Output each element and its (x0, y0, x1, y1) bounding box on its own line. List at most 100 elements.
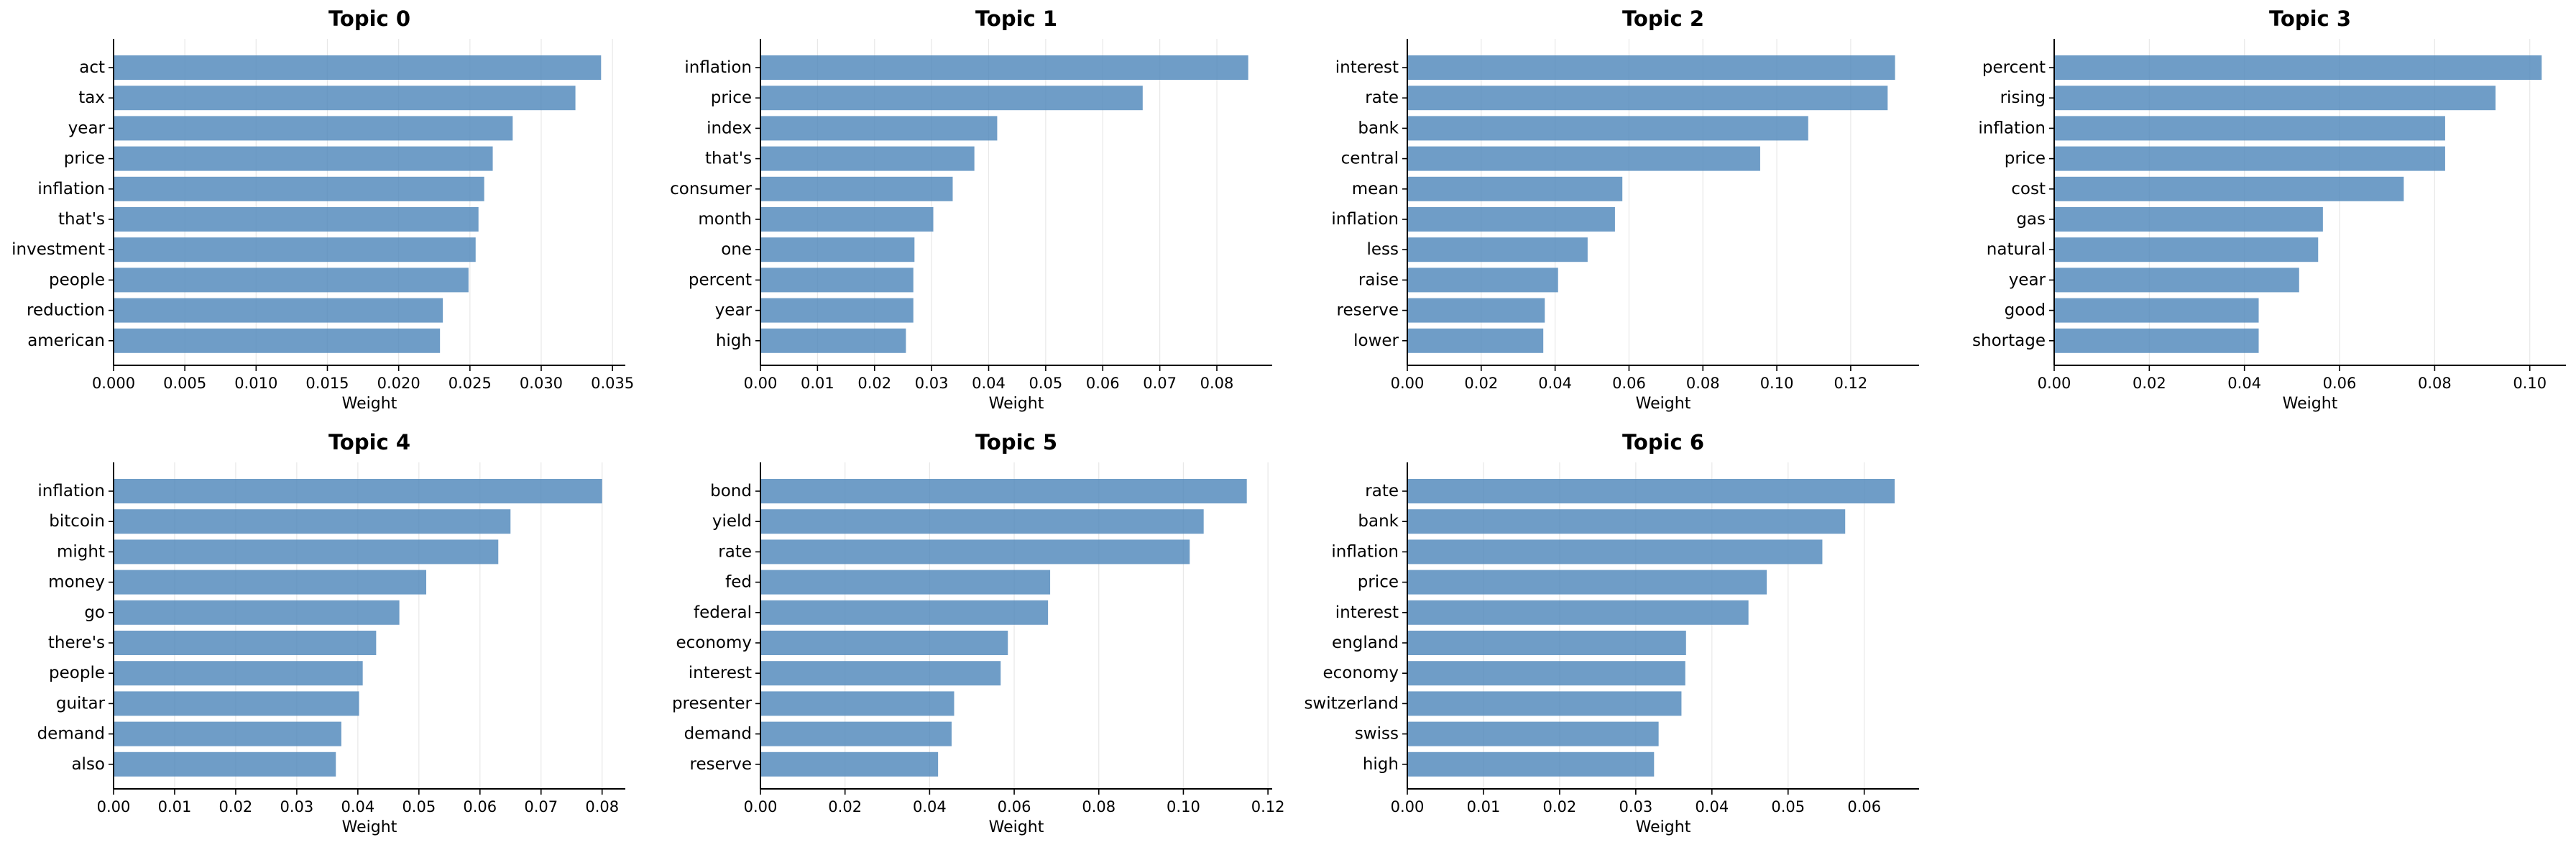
category-label: american (27, 332, 105, 350)
bar-inflation (1407, 539, 1823, 565)
xtick-label: 0.07 (524, 798, 558, 815)
bar-less (1407, 237, 1588, 262)
bar-gas (2054, 207, 2323, 232)
xtick-label: 0.04 (913, 798, 947, 815)
topic-panel-6: rate bank inflation price interest england eco… (1304, 430, 1919, 836)
xtick-label: 0.00 (744, 375, 778, 392)
bar-cost (2054, 176, 2404, 201)
category-label: inflation (684, 58, 752, 77)
bar-money (114, 570, 427, 595)
bar-tax (114, 86, 576, 111)
bar-might (114, 539, 499, 565)
bar-year (760, 298, 914, 323)
bar-rate (760, 539, 1190, 565)
bar-rising (2054, 86, 2496, 111)
bar-economy (760, 631, 1008, 655)
bar-reserve (1407, 298, 1545, 323)
category-label: mean (1352, 180, 1399, 198)
xtick-label: 0.000 (92, 375, 135, 392)
category-label: price (711, 88, 752, 107)
category-label: percent (1982, 58, 2046, 77)
category-label: consumer (670, 180, 752, 198)
bar-one (760, 237, 915, 262)
bar-inflation (1407, 207, 1615, 232)
bar-that's (114, 207, 479, 232)
bar-guitar (114, 691, 359, 716)
category-label: rate (1365, 482, 1399, 501)
category-label: people (49, 664, 105, 682)
xtick-label: 0.03 (280, 798, 314, 815)
category-label: price (2005, 150, 2046, 168)
category-label: high (716, 332, 752, 350)
bar-demand (760, 721, 952, 746)
bar-mean (1407, 176, 1623, 201)
bar-people (114, 268, 469, 293)
xtick-label: 0.03 (1619, 798, 1652, 815)
bar-switzerland (1407, 691, 1682, 716)
xtick-label: 0.01 (158, 798, 192, 815)
bar-interest (1407, 600, 1749, 625)
category-label: go (84, 603, 105, 622)
category-label: high (1363, 755, 1399, 774)
topic-panel-4: inflation bitcoin might money go there's peopl… (37, 430, 625, 836)
bar-price (1407, 570, 1767, 595)
xtick-label: 0.00 (97, 798, 131, 815)
xtick-label: 0.005 (163, 375, 206, 392)
xtick-label: 0.10 (1167, 798, 1200, 815)
category-label: inflation (37, 180, 105, 198)
category-label: index (707, 119, 752, 137)
xtick-label: 0.06 (463, 798, 497, 815)
xtick-label: 0.02 (2133, 375, 2166, 392)
xtick-label: 0.02 (219, 798, 253, 815)
xtick-label: 0.05 (1029, 375, 1062, 392)
xtick-label: 0.00 (2038, 375, 2071, 392)
xtick-label: 0.06 (1086, 375, 1120, 392)
xtick-label: 0.05 (1771, 798, 1805, 815)
category-label: bank (1358, 512, 1399, 531)
category-label: gas (2016, 210, 2046, 229)
category-label: year (68, 119, 106, 137)
xtick-label: 0.00 (1391, 375, 1425, 392)
x-axis-label: Weight (1636, 818, 1691, 836)
bar-demand (114, 721, 341, 746)
category-label: economy (1322, 664, 1399, 682)
category-label: rate (718, 542, 752, 561)
category-label: that's (58, 210, 105, 229)
category-label: reserve (690, 755, 752, 774)
x-axis-label: Weight (342, 818, 397, 836)
category-label: there's (48, 634, 105, 652)
category-label: rate (1365, 88, 1399, 107)
xtick-label: 0.08 (1686, 375, 1720, 392)
bar-inflation (114, 479, 602, 503)
x-axis-label: Weight (989, 395, 1044, 413)
category-label: also (71, 755, 105, 774)
bar-reserve (760, 751, 939, 777)
category-label: money (48, 573, 105, 592)
bar-yield (760, 509, 1204, 534)
bar-consumer (760, 176, 953, 201)
category-label: inflation (37, 482, 105, 501)
bar-economy (1407, 661, 1685, 686)
topic-panel-2: interest rate bank central mean inflation less… (1331, 6, 1919, 413)
category-label: yield (712, 512, 752, 531)
xtick-label: 0.035 (591, 375, 634, 392)
category-label: presenter (672, 694, 753, 713)
bar-percent (2054, 55, 2542, 80)
xtick-label: 0.04 (2227, 375, 2261, 392)
bar-natural (2054, 237, 2319, 262)
xtick-label: 0.04 (1538, 375, 1572, 392)
xtick-label: 0.030 (520, 375, 563, 392)
xtick-label: 0.10 (2513, 375, 2547, 392)
bar-rate (1407, 479, 1895, 503)
xtick-label: 0.05 (402, 798, 436, 815)
category-label: tax (78, 88, 105, 107)
xtick-label: 0.025 (448, 375, 492, 392)
xtick-label: 0.02 (857, 375, 891, 392)
bar-interest (1407, 55, 1895, 80)
category-label: shortage (1972, 332, 2046, 350)
xtick-label: 0.08 (2418, 375, 2452, 392)
bar-year (114, 116, 513, 141)
xtick-label: 0.00 (744, 798, 778, 815)
bar-price (760, 86, 1143, 111)
